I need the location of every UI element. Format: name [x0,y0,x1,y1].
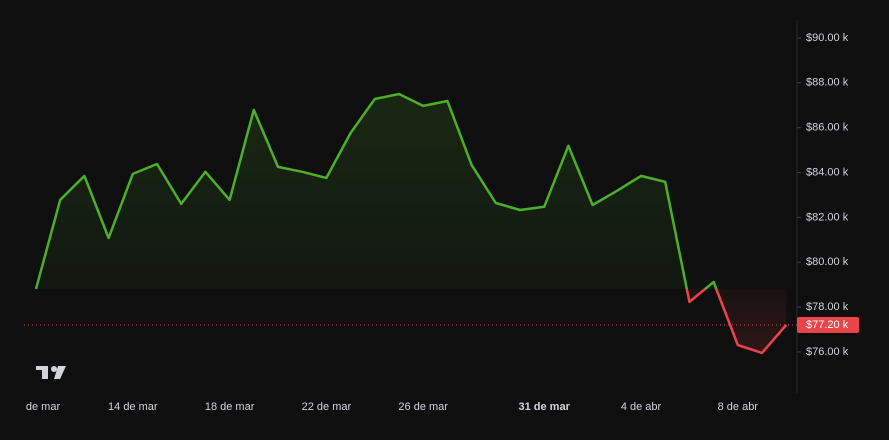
x-tick-label: 14 de mar [108,401,158,413]
baseline-area [36,94,787,353]
y-tick-label: $76.00 k [806,346,849,358]
last-price-tag [797,317,859,334]
y-tick-label: $80.00 k [806,256,849,268]
last-price-label: $77.20 k [806,319,849,331]
price-line [34,92,788,355]
x-tick-label: 4 de abr [621,401,662,413]
x-tick-label: 18 de mar [205,401,255,413]
x-tick-label: 31 de mar [519,401,571,413]
y-tick-label: $84.00 k [806,166,849,178]
x-tick-label: 26 de mar [398,401,448,413]
x-tick-label: 22 de mar [302,401,352,413]
y-tick-label: $86.00 k [806,122,849,134]
x-tick-label: 8 de abr [718,401,759,413]
x-tick-label: de mar [26,401,61,413]
y-tick-label: $90.00 k [806,32,849,44]
y-tick-label: $88.00 k [806,77,849,89]
y-tick-label: $82.00 k [806,211,849,223]
logo [36,366,66,379]
y-tick-label: $78.00 k [806,301,849,313]
